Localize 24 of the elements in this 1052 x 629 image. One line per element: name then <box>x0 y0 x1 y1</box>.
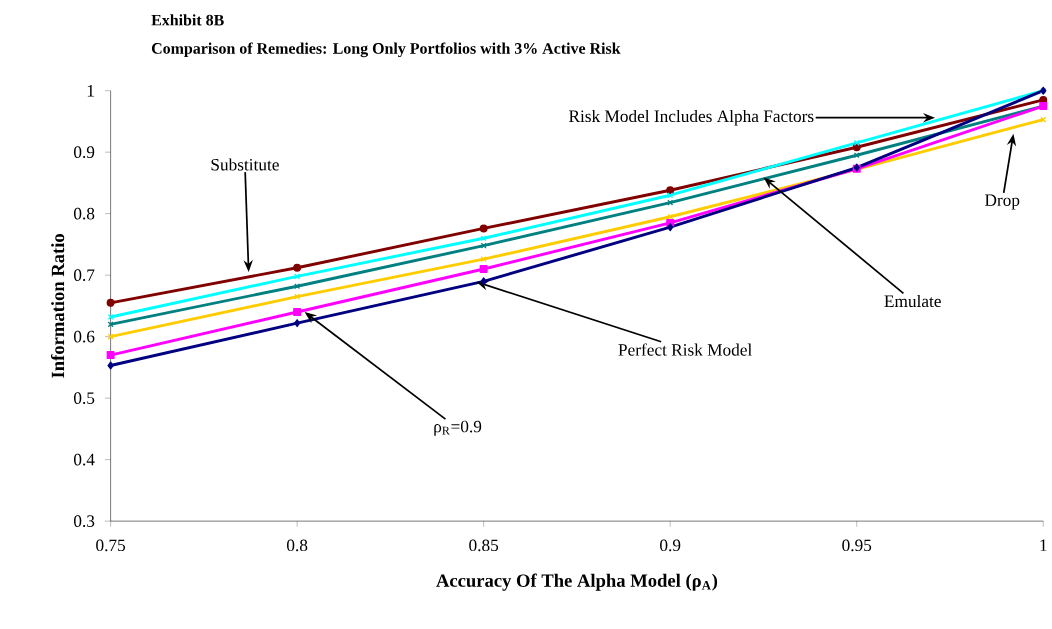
y-tick-label: 0.9 <box>74 146 95 159</box>
y-tick-label: 0.5 <box>74 392 95 405</box>
x-axis-title: Accuracy Of The Alpha Model (ρ$_{A}$) <box>436 573 718 591</box>
chart-subtitle: Comparison of Remedies: Long Only Portfolios with 3% Active Risk <box>151 42 621 58</box>
annotation: Drop <box>984 194 1020 210</box>
y-tick-label: 0.6 <box>74 330 95 343</box>
y-tick-label: 0.4 <box>74 453 95 466</box>
x-tick-label: 0.8 <box>287 539 308 552</box>
x-tick-label: 0.9 <box>660 539 681 552</box>
chart-title: Exhibit 8B <box>151 14 224 26</box>
annotation: Substitute <box>211 158 279 171</box>
x-tick-label: 1 <box>1040 539 1047 551</box>
y-tick-label: 1 <box>87 85 94 97</box>
annotation: Risk Model Includes Alpha Factors <box>569 110 814 126</box>
y-tick-label: 0.8 <box>74 207 95 220</box>
annotation: ρ$_{R}$=0.9 <box>434 420 482 436</box>
y-tick-label: 0.7 <box>74 269 95 282</box>
annotation: Perfect Risk Model <box>618 343 752 356</box>
y-tick-label: 0.3 <box>74 515 95 528</box>
x-tick-label: 0.85 <box>469 539 499 552</box>
x-tick-label: 0.95 <box>842 539 872 552</box>
y-axis-title: Information Ratio <box>50 234 65 378</box>
annotation: Emulate <box>884 295 941 308</box>
x-tick-label: 0.75 <box>96 539 126 552</box>
